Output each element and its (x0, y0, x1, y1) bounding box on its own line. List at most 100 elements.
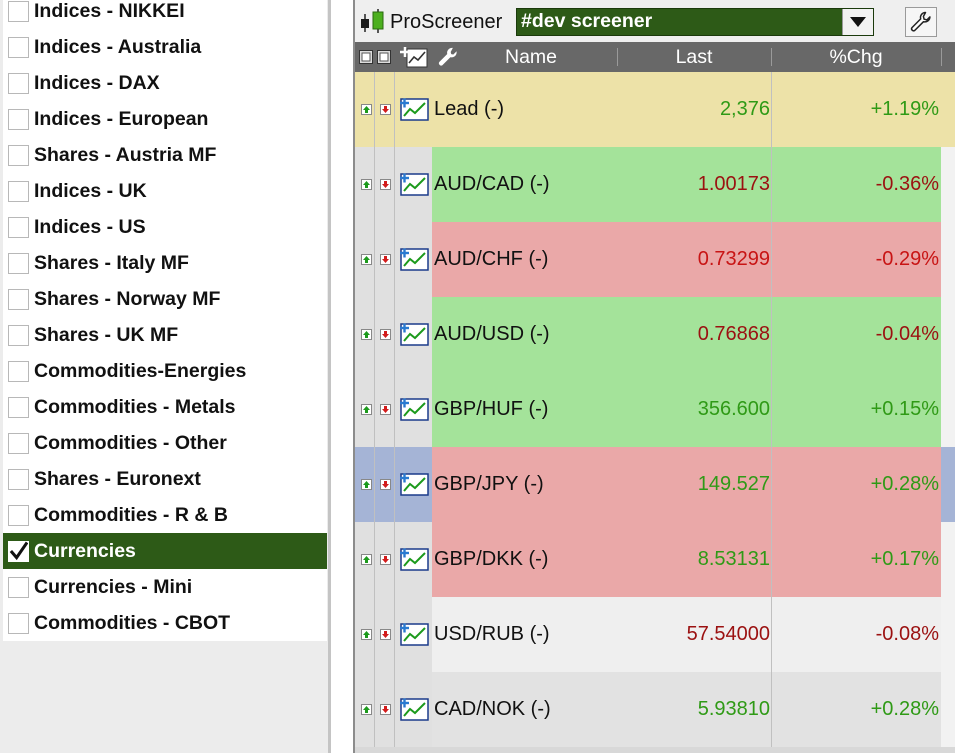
market-checkbox[interactable] (8, 72, 29, 94)
sort-down-arrow-icon[interactable] (380, 479, 391, 490)
row-end (941, 522, 955, 597)
market-item[interactable]: Shares - Euronext (3, 461, 327, 497)
cell-divider (374, 522, 375, 597)
market-item[interactable]: Indices - UK (3, 173, 327, 209)
screener-row[interactable]: GBP/DKK (-) 8.53131 +0.17% (355, 522, 955, 597)
screener-settings-button[interactable] (905, 7, 937, 37)
market-item[interactable]: Shares - Norway MF (3, 281, 327, 317)
market-item[interactable]: Commodities-Energies (3, 353, 327, 389)
market-checkbox[interactable] (8, 108, 29, 130)
instrument-name[interactable]: Lead (-) (434, 98, 505, 120)
column-header-name[interactable]: Name (504, 45, 558, 68)
market-item-label: Shares - Italy MF (34, 251, 189, 274)
market-item[interactable]: Commodities - Other (3, 425, 327, 461)
market-item[interactable]: Indices - European (3, 101, 327, 137)
market-item[interactable]: Indices - Australia (3, 29, 327, 65)
sort-up-arrow-icon[interactable] (361, 554, 372, 565)
chart-icon[interactable] (400, 96, 430, 122)
column-header-last[interactable]: Last (675, 45, 713, 68)
market-checkbox[interactable] (8, 36, 29, 58)
sort-up-arrow-icon[interactable] (361, 179, 372, 190)
market-checkbox[interactable] (8, 576, 29, 598)
market-item-label: Shares - Euronext (34, 467, 201, 490)
chart-icon[interactable] (400, 171, 430, 197)
market-item[interactable]: Currencies (3, 533, 327, 569)
market-checkbox[interactable] (8, 324, 29, 346)
screener-row[interactable]: GBP/JPY (-) 149.527 +0.28% (355, 447, 955, 522)
market-item[interactable]: Commodities - Metals (3, 389, 327, 425)
screener-row[interactable]: Lead (-) 2,376 +1.19% (355, 72, 955, 147)
chart-icon[interactable] (400, 471, 430, 497)
row-controls (355, 147, 432, 222)
sort-down-arrow-icon[interactable] (380, 329, 391, 340)
add-chart-icon[interactable] (399, 45, 429, 69)
panel-divider[interactable] (328, 0, 331, 753)
instrument-name[interactable]: AUD/USD (-) (434, 323, 550, 345)
screener-row[interactable]: GBP/HUF (-) 356.600 +0.15% (355, 372, 955, 447)
sort-up-arrow-icon[interactable] (361, 629, 372, 640)
market-checkbox[interactable] (8, 216, 29, 238)
market-checkbox[interactable] (8, 180, 29, 202)
cell-divider (394, 72, 395, 147)
market-checkbox[interactable] (8, 540, 29, 562)
sort-up-arrow-icon[interactable] (361, 104, 372, 115)
instrument-name[interactable]: AUD/CAD (-) (434, 173, 550, 195)
sort-down-arrow-icon[interactable] (380, 404, 391, 415)
market-checkbox[interactable] (8, 0, 29, 22)
screener-select[interactable]: #dev screener (516, 8, 874, 36)
screener-row[interactable]: AUD/CAD (-) 1.00173 -0.36% (355, 147, 955, 222)
market-checkbox[interactable] (8, 144, 29, 166)
instrument-name[interactable]: AUD/CHF (-) (434, 248, 549, 270)
sort-down-arrow-icon[interactable] (380, 254, 391, 265)
instrument-name[interactable]: GBP/HUF (-) (434, 398, 549, 420)
screener-row[interactable]: AUD/USD (-) 0.76868 -0.04% (355, 297, 955, 372)
market-item-label: Currencies (34, 539, 136, 562)
market-checkbox[interactable] (8, 468, 29, 490)
sort-up-arrow-icon[interactable] (361, 704, 372, 715)
sort-down-arrow-icon[interactable] (380, 104, 391, 115)
screener-row[interactable]: USD/RUB (-) 57.54000 -0.08% (355, 597, 955, 672)
market-checkbox[interactable] (8, 288, 29, 310)
sort-up-arrow-icon[interactable] (361, 404, 372, 415)
screener-dropdown-button[interactable] (842, 9, 873, 35)
chart-icon[interactable] (400, 396, 430, 422)
sort-down-arrow-icon[interactable] (380, 704, 391, 715)
market-item[interactable]: Shares - Austria MF (3, 137, 327, 173)
sort-down-arrow-icon[interactable] (380, 629, 391, 640)
sort-up-arrow-icon[interactable] (361, 329, 372, 340)
market-item[interactable]: Commodities - CBOT (3, 605, 327, 641)
chart-icon[interactable] (400, 546, 430, 572)
wrench-icon[interactable] (437, 46, 459, 68)
screener-row[interactable]: AUD/CHF (-) 0.73299 -0.29% (355, 222, 955, 297)
market-checkbox[interactable] (8, 432, 29, 454)
instrument-name[interactable]: CAD/NOK (-) (434, 698, 551, 720)
chart-icon[interactable] (400, 321, 430, 347)
sort-up-arrow-icon[interactable] (361, 479, 372, 490)
chart-icon[interactable] (400, 696, 430, 722)
market-item[interactable]: Indices - US (3, 209, 327, 245)
instrument-name[interactable]: GBP/DKK (-) (434, 548, 549, 570)
market-checkbox[interactable] (8, 504, 29, 526)
screener-row[interactable]: CAD/NOK (-) 5.93810 +0.28% (355, 672, 955, 747)
market-checkbox[interactable] (8, 360, 29, 382)
chart-icon[interactable] (400, 621, 430, 647)
market-checkbox[interactable] (8, 252, 29, 274)
market-item[interactable]: Indices - NIKKEI (3, 0, 327, 29)
instrument-name[interactable]: GBP/JPY (-) (434, 473, 544, 495)
column-header-chg[interactable]: %Chg (829, 45, 883, 68)
market-item[interactable]: Shares - UK MF (3, 317, 327, 353)
market-item[interactable]: Commodities - R & B (3, 497, 327, 533)
sort-down-arrow-icon[interactable] (380, 554, 391, 565)
sort-down-arrow-icon[interactable] (380, 179, 391, 190)
collapse-all-icon[interactable] (377, 50, 391, 64)
instrument-name[interactable]: USD/RUB (-) (434, 623, 550, 645)
market-item[interactable]: Indices - DAX (3, 65, 327, 101)
market-item[interactable]: Shares - Italy MF (3, 245, 327, 281)
chart-icon[interactable] (400, 246, 430, 272)
market-checkbox[interactable] (8, 612, 29, 634)
expand-all-icon[interactable] (359, 50, 373, 64)
market-item[interactable]: Currencies - Mini (3, 569, 327, 605)
market-checkbox[interactable] (8, 396, 29, 418)
sort-up-arrow-icon[interactable] (361, 254, 372, 265)
last-price: 1.00173 (697, 173, 770, 195)
